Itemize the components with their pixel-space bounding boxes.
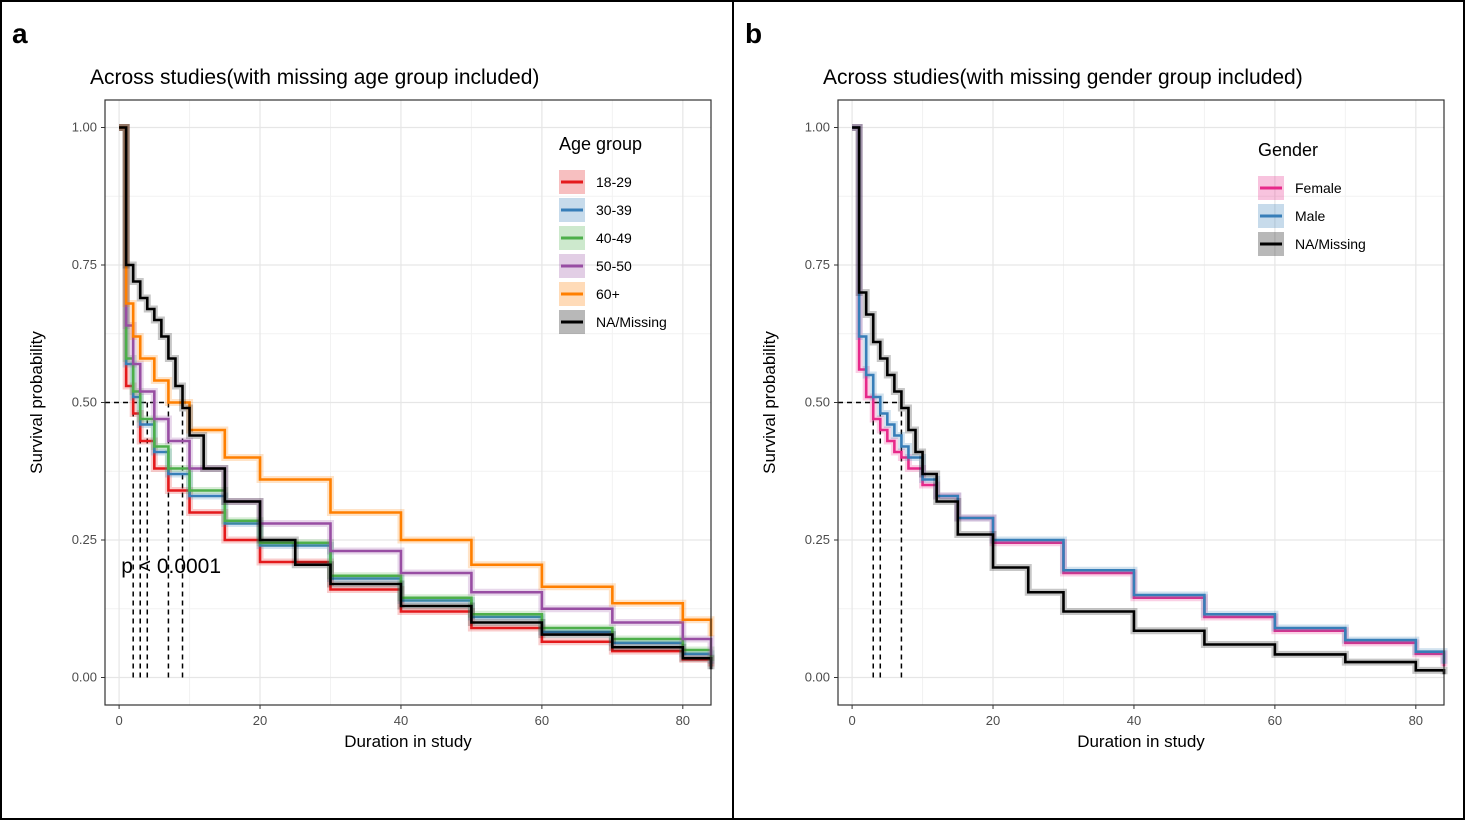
panel-letter-b: b bbox=[745, 18, 763, 49]
y-axis-label: Survival probability bbox=[760, 331, 779, 474]
x-tick-label: 40 bbox=[1127, 713, 1141, 728]
panel-divider bbox=[732, 0, 734, 820]
y-axis-label: Survival probability bbox=[27, 331, 46, 474]
x-tick-label: 0 bbox=[115, 713, 122, 728]
y-tick-label: 0.75 bbox=[805, 257, 830, 272]
chart-title: Across studies(with missing gender group… bbox=[823, 66, 1303, 89]
legend-item-label: 40-49 bbox=[596, 230, 632, 246]
y-tick-label: 1.00 bbox=[72, 120, 97, 135]
legend-item-label: 50-50 bbox=[596, 258, 632, 274]
panel-letter-a: a bbox=[12, 18, 28, 49]
x-axis-label: Duration in study bbox=[344, 732, 472, 751]
legend: Age group 18-29 30-39 40-49 50-50 60+ NA/Missi… bbox=[559, 134, 667, 334]
series-band-male bbox=[852, 124, 1448, 664]
series-line-female bbox=[852, 126, 1446, 667]
x-tick-label: 60 bbox=[535, 713, 549, 728]
y-tick-label: 0.00 bbox=[72, 670, 97, 685]
x-tick-label: 40 bbox=[394, 713, 408, 728]
y-tick-label: 0.25 bbox=[72, 532, 97, 547]
x-tick-label: 80 bbox=[676, 713, 690, 728]
legend-item-label: Female bbox=[1295, 180, 1342, 196]
plot-border bbox=[837, 99, 1445, 706]
series-line-na-missing bbox=[119, 126, 713, 670]
legend-item-label: NA/Missing bbox=[1295, 236, 1366, 252]
p-value-annotation: p < 0.0001 bbox=[121, 555, 221, 578]
y-tick-label: 1.00 bbox=[805, 120, 830, 135]
legend-item-label: 60+ bbox=[596, 286, 620, 302]
legend: Gender Female Male NA/Missing bbox=[1258, 140, 1366, 256]
y-tick-label: 0.50 bbox=[72, 395, 97, 410]
x-tick-label: 20 bbox=[253, 713, 267, 728]
y-tick-label: 0.50 bbox=[805, 395, 830, 410]
y-tick-label: 0.25 bbox=[805, 532, 830, 547]
legend-item-label: Male bbox=[1295, 208, 1326, 224]
legend-item-label: NA/Missing bbox=[596, 314, 667, 330]
legend-item-label: 18-29 bbox=[596, 174, 632, 190]
y-tick-label: 0.00 bbox=[805, 670, 830, 685]
x-tick-label: 0 bbox=[848, 713, 855, 728]
series-line-na-missing bbox=[852, 126, 1446, 675]
y-tick-label: 0.75 bbox=[72, 257, 97, 272]
x-axis-label: Duration in study bbox=[1077, 732, 1205, 751]
x-tick-label: 60 bbox=[1268, 713, 1282, 728]
survival-chart-gender: 0 20 40 60 80 0.00 0.25 0.50 0.75 1.00 Across stud… bbox=[760, 66, 1448, 751]
plot-border bbox=[104, 99, 712, 706]
survival-chart-age: 0 20 40 60 80 0.00 0.25 0.50 0.75 1.00 Across stud… bbox=[27, 66, 715, 751]
series-line-male bbox=[852, 126, 1446, 664]
x-tick-label: 80 bbox=[1409, 713, 1423, 728]
series-line-60- bbox=[119, 126, 713, 637]
chart-title: Across studies(with missing age group in… bbox=[90, 66, 539, 89]
legend-item-label: 30-39 bbox=[596, 202, 632, 218]
legend-title: Gender bbox=[1258, 140, 1318, 160]
x-tick-label: 20 bbox=[986, 713, 1000, 728]
series-band-female bbox=[852, 124, 1448, 667]
legend-title: Age group bbox=[559, 134, 642, 154]
